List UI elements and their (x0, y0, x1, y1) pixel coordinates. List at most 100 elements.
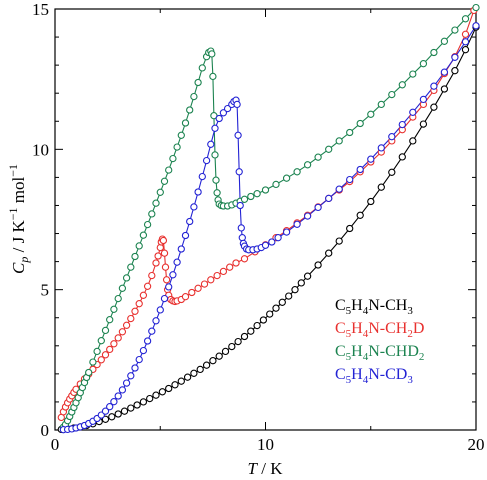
series-point-3 (293, 220, 301, 228)
series-point-2 (194, 78, 202, 87)
series-point-2 (177, 131, 185, 139)
y-tick-label: 5 (41, 281, 50, 300)
series-point-3 (451, 53, 459, 61)
series-point-0 (377, 183, 385, 191)
y-tick-label: 15 (32, 0, 49, 19)
series-point-2 (127, 263, 135, 271)
series-point-3 (202, 156, 211, 165)
series-point-0 (228, 342, 236, 351)
series-point-2 (461, 15, 470, 23)
series-point-3 (367, 155, 375, 163)
legend: C5H4N-CH3 C5H4N-CH2D C5H4N-CHD2 C5H4N-CD… (335, 297, 424, 386)
series-point-2 (293, 168, 301, 176)
series-point-3 (160, 294, 169, 303)
series-point-0 (335, 237, 343, 245)
series-point-2 (247, 192, 255, 201)
series-point-3 (419, 95, 428, 104)
series-point-2 (190, 92, 198, 101)
series-point-3 (235, 168, 243, 176)
series-point-2 (240, 195, 249, 203)
series-point-2 (118, 284, 127, 292)
series-point-1 (131, 307, 139, 315)
series-point-0 (440, 85, 449, 93)
series-point-1 (110, 340, 118, 348)
series-point-2 (472, 3, 480, 12)
series-point-3 (219, 109, 228, 117)
series-point-2 (198, 64, 206, 72)
series-points (57, 3, 480, 434)
series-point-0 (346, 224, 354, 233)
series-point-1 (240, 255, 249, 263)
series-point-3 (274, 234, 282, 242)
series-point-0 (430, 103, 438, 111)
series-point-0 (152, 391, 160, 399)
series-line-3 (63, 25, 477, 431)
series-point-0 (419, 120, 428, 128)
series-point-3 (118, 386, 127, 394)
series-point-1 (148, 271, 156, 280)
series-point-3 (356, 165, 364, 174)
series-point-3 (472, 22, 480, 30)
series-point-1 (181, 293, 190, 301)
series-point-0 (451, 67, 459, 75)
series-point-2 (114, 294, 122, 303)
series-point-3 (346, 175, 354, 184)
series-point-3 (131, 364, 139, 372)
series-point-2 (303, 161, 312, 169)
series-point-3 (139, 346, 148, 355)
series-point-2 (314, 153, 322, 161)
series-point-1 (207, 276, 215, 284)
series-point-3 (152, 317, 160, 325)
series-point-0 (240, 332, 249, 341)
series-point-1 (219, 267, 228, 276)
series-point-2 (139, 231, 148, 239)
series-point-3 (409, 108, 417, 116)
series-point-1 (152, 259, 160, 267)
series-point-0 (146, 394, 154, 403)
series-point-2 (160, 177, 169, 185)
series-line-0 (61, 26, 477, 430)
series-point-3 (377, 144, 385, 152)
series-point-1 (461, 30, 470, 38)
series-point-0 (165, 384, 173, 393)
series-point-2 (282, 174, 291, 182)
y-axis-title: Cp / J K−1 mol−1 (6, 164, 31, 274)
series-point-1 (154, 252, 162, 260)
y-tick-label: 0 (41, 421, 50, 440)
series-point-3 (282, 228, 291, 236)
series-point-2 (181, 119, 190, 127)
series-point-2 (409, 70, 417, 78)
series-point-3 (233, 100, 241, 109)
series-point-2 (261, 186, 270, 194)
series-point-3 (325, 194, 333, 203)
series-point-0 (183, 373, 192, 381)
series-point-2 (335, 137, 343, 145)
series-point-0 (388, 168, 396, 176)
series-point-2 (165, 166, 173, 174)
series-point-1 (135, 300, 143, 308)
series-point-3 (261, 241, 270, 249)
axis-tick-labels: 0 10 20 0 5 10 15 (32, 0, 485, 454)
series-point-3 (177, 245, 185, 253)
series-point-3 (207, 140, 215, 148)
series-point-2 (110, 305, 118, 313)
series-point-2 (440, 37, 449, 45)
series-point-3 (181, 231, 190, 240)
series-point-3 (156, 306, 164, 314)
series-point-1 (194, 284, 202, 292)
series-line-2 (62, 7, 477, 428)
series-point-0 (108, 413, 116, 421)
y-tick-label: 10 (32, 140, 49, 159)
series-point-2 (377, 100, 385, 109)
series-point-1 (159, 236, 168, 245)
series-point-0 (101, 415, 110, 423)
series-point-1 (200, 280, 209, 288)
series-point-2 (173, 143, 181, 151)
series-point-3 (114, 392, 122, 400)
series-point-0 (247, 327, 255, 335)
series-point-3 (234, 131, 242, 139)
series-point-3 (110, 398, 118, 406)
series-point-0 (291, 286, 299, 294)
series-point-2 (93, 347, 101, 356)
series-point-3 (198, 172, 206, 181)
